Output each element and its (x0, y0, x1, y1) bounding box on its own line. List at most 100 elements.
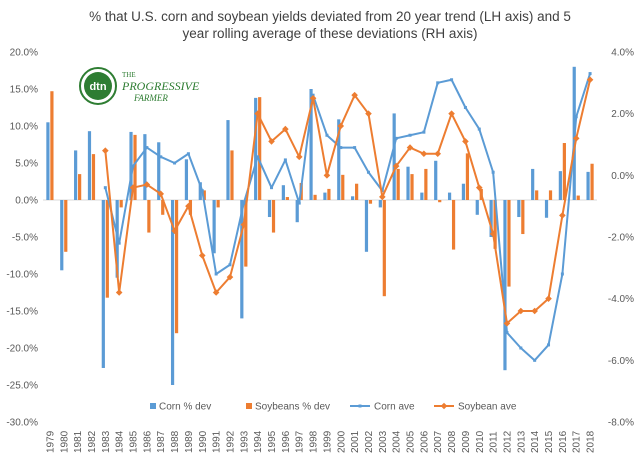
soybean-ave-marker (448, 110, 455, 117)
corn-ave-marker (159, 155, 163, 159)
soybean-ave-marker (406, 144, 414, 151)
x-axis-tick-label: 2001 (350, 430, 361, 453)
soybean-dev-bar (161, 200, 165, 215)
corn-ave-marker (297, 201, 301, 205)
corn-dev-bar (101, 200, 105, 368)
x-axis-tick-label: 1994 (253, 430, 264, 453)
x-axis-tick-label: 1986 (142, 430, 153, 453)
corn-dev-bar (364, 200, 369, 252)
x-axis-tick-label: 2016 (558, 430, 569, 453)
corn-dev-bar (157, 142, 161, 200)
corn-ave-marker (436, 81, 440, 85)
corn-dev-bar (517, 200, 521, 218)
left-axis-tick-label: -15.0% (6, 307, 38, 318)
corn-ave-marker (270, 186, 274, 190)
x-axis-tick-label: 1999 (322, 430, 333, 453)
left-axis-tick-label: -10.0% (6, 270, 38, 281)
corn-ave-marker (394, 136, 398, 140)
soybean-dev-bar (368, 200, 373, 204)
soybean-ave-marker (434, 150, 442, 158)
line-series (102, 72, 594, 362)
x-axis-tick-label: 2017 (572, 430, 583, 453)
legend-marker (440, 402, 448, 410)
x-axis-tick-label: 1992 (225, 430, 236, 453)
soybean-dev-bar (105, 200, 109, 298)
soybean-dev-bar (341, 174, 345, 200)
soybean-dev-bar (396, 168, 400, 200)
soybean-dev-bar (174, 200, 179, 334)
chart-title-line-1: % that U.S. corn and soybean yields devi… (89, 9, 571, 24)
soybean-dev-bar (78, 174, 82, 200)
logo-brand-line-1: THE (122, 71, 136, 79)
logo-brand-line-3: FARMER (133, 93, 168, 103)
left-axis-tick-label: -5.0% (12, 233, 38, 244)
corn-ave-marker (450, 78, 454, 82)
logo-badge-text: dtn (89, 81, 106, 93)
corn-ave-marker (477, 127, 481, 131)
soybean-ave-marker (572, 135, 580, 142)
soybean-ave-marker (503, 320, 511, 327)
corn-dev-bar (74, 150, 78, 200)
corn-ave-marker (505, 331, 509, 335)
legend-swatch (150, 403, 156, 409)
soybean-dev-bar (313, 194, 317, 200)
left-axis-tick-label: 20.0% (10, 48, 38, 59)
soybean-dev-bar (355, 183, 359, 200)
corn-ave-marker (228, 263, 232, 267)
x-axis-tick-label: 1998 (309, 430, 320, 453)
soybean-ave-marker (420, 150, 428, 158)
x-axis-tick-label: 1995 (267, 430, 278, 453)
corn-dev-bar (323, 192, 327, 200)
soybean-ave-marker (212, 289, 220, 296)
legend-label: Corn ave (374, 402, 415, 413)
soybean-dev-bar (465, 153, 470, 200)
corn-ave-marker (422, 130, 426, 134)
x-axis-tick-label: 2018 (586, 430, 597, 453)
soybean-dev-bar (507, 200, 511, 287)
soybean-ave-marker (171, 227, 178, 235)
soybean-ave-marker (337, 122, 345, 130)
corn-ave-marker (173, 161, 177, 165)
x-axis-tick-label: 2002 (364, 430, 375, 453)
x-axis-tick-label: 1987 (156, 430, 167, 453)
x-axis-tick-label: 2003 (378, 430, 389, 453)
soybean-ave-marker (309, 94, 317, 102)
soybean-dev-bar (590, 163, 594, 200)
right-axis-tick-label: -8.0% (608, 418, 634, 429)
right-axis-tick-label: -4.0% (608, 294, 634, 305)
corn-ave-marker (145, 146, 149, 150)
chart-title: % that U.S. corn and soybean yields devi… (89, 9, 571, 41)
x-axis-tick-label: 1984 (115, 430, 126, 453)
corn-ave-marker (463, 106, 467, 109)
corn-dev-bar (406, 166, 410, 200)
soybean-dev-bar (244, 200, 248, 267)
corn-dev-bar (143, 134, 147, 200)
corn-ave-marker (283, 158, 287, 162)
x-axis-tick-label: 1980 (59, 430, 70, 453)
soybean-dev-bar (410, 174, 414, 200)
soybean-dev-bar (535, 190, 539, 200)
corn-ave-marker (560, 272, 564, 276)
corn-ave-marker (103, 186, 107, 190)
corn-dev-bar (489, 200, 493, 237)
corn-dev-bar (281, 185, 285, 200)
soybean-ave-marker (323, 172, 331, 179)
x-axis-tick-label: 1981 (73, 430, 84, 453)
corn-dev-bar (351, 196, 355, 200)
soybean-ave-marker (475, 184, 483, 191)
soybean-dev-bar (548, 190, 553, 200)
soybean-ave-marker (254, 110, 261, 117)
left-axis: 20.0% 15.0% 10.0% 5.0% 0.0% -5.0% -10.0% -15.0%… (6, 48, 38, 429)
legend-label: Soybeans % dev (255, 402, 330, 413)
soybean-ave-marker (351, 91, 358, 99)
soybean-ave-marker (143, 181, 151, 188)
corn-dev-bar (87, 131, 92, 200)
left-axis-tick-label: -20.0% (6, 344, 38, 355)
logo-graphic: dtn THE PROGRESSIVE FARMER (79, 67, 200, 105)
corn-dev-bar (226, 120, 230, 200)
soybean-dev-bar (271, 200, 276, 233)
corn-ave-marker (256, 155, 260, 159)
legend-marker (358, 404, 362, 408)
x-axis-tick-label: 1990 (198, 430, 209, 453)
corn-dev-bar (267, 200, 272, 218)
